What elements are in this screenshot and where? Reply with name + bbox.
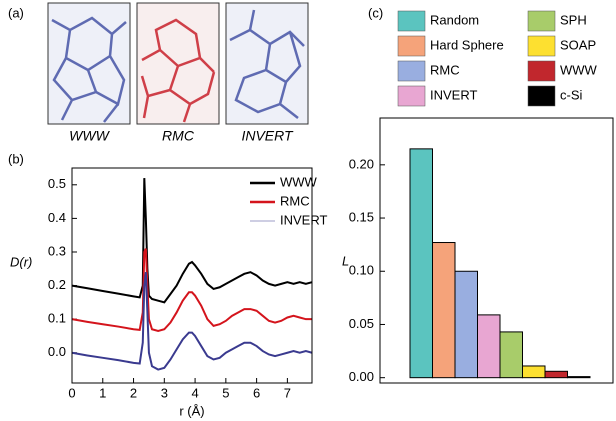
y-tick-label: 0.3 (48, 243, 66, 258)
legend-label: c-Si (560, 87, 583, 102)
y-axis-label: D(r) (10, 254, 32, 269)
legend-label: Random (430, 12, 479, 27)
x-tick-label: 5 (222, 385, 229, 400)
legend-label: SOAP (560, 37, 596, 52)
y-tick-label: 0.5 (48, 176, 66, 191)
bar (567, 376, 591, 379)
legend-label: WWW (280, 174, 318, 189)
legend-label: RMC (280, 193, 310, 208)
bar (409, 148, 433, 379)
y-tick-label: 0.20 (349, 156, 374, 171)
legend-swatch (527, 35, 556, 57)
y-tick-label: 0.2 (48, 277, 66, 292)
legend-swatch (397, 60, 426, 82)
legend-swatch (397, 35, 426, 57)
legend-label: INVERT (430, 87, 477, 102)
x-axis-label: r (Å) (179, 403, 204, 418)
legend-label: INVERT (280, 212, 327, 227)
y-tick-label: 0.0 (48, 344, 66, 359)
image-caption: WWW (69, 128, 110, 144)
y-tick-label: 0.00 (349, 369, 374, 384)
bar (477, 314, 501, 379)
x-tick-label: 0 (68, 385, 75, 400)
y-tick-label: 0.4 (48, 210, 66, 225)
x-tick-label: 3 (161, 385, 168, 400)
x-tick-label: 1 (99, 385, 106, 400)
panel-label: (b) (8, 151, 24, 166)
y-tick-label: 0.1 (48, 311, 66, 326)
legend-swatch (527, 85, 556, 107)
x-tick-label: 2 (130, 385, 137, 400)
x-tick-label: 6 (253, 385, 260, 400)
image-caption: INVERT (241, 128, 294, 144)
y-tick-label: 0.10 (349, 263, 374, 278)
panel-label: (a) (8, 5, 24, 20)
image-caption: RMC (162, 128, 195, 144)
legend-swatch (527, 60, 556, 82)
plot-frame (71, 167, 313, 384)
legend-label: Hard Sphere (430, 37, 504, 52)
y-tick-label: 0.15 (349, 209, 374, 224)
data-line (71, 178, 313, 304)
x-tick-label: 7 (284, 385, 291, 400)
bar (499, 331, 523, 379)
legend-swatch (397, 85, 426, 107)
legend-label: SPH (560, 12, 587, 27)
panel-label: (c) (368, 5, 383, 20)
legend-label: WWW (560, 62, 598, 77)
bar (522, 365, 546, 379)
bar (454, 270, 478, 379)
y-tick-label: 0.05 (349, 316, 374, 331)
legend-label: RMC (430, 62, 460, 77)
plot-frame (379, 117, 614, 384)
x-tick-label: 4 (191, 385, 198, 400)
legend-swatch (397, 10, 426, 32)
bar (432, 242, 456, 379)
structure-images (47, 2, 309, 125)
y-axis-label: L (342, 253, 349, 268)
data-line (71, 272, 313, 371)
bar (544, 370, 568, 379)
legend-swatch (527, 10, 556, 32)
